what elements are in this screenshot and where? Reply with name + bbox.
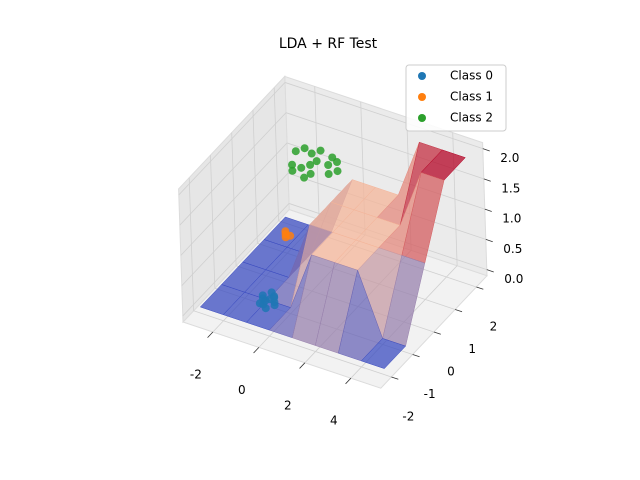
z-tick-label: 1.5 [501, 181, 520, 195]
x-tick-label: 2 [284, 398, 292, 412]
data-point [288, 160, 297, 169]
grid-line [179, 112, 287, 226]
y-tick [476, 286, 484, 290]
data-point [324, 170, 333, 179]
legend-label: Class 0 [450, 69, 493, 83]
data-point [261, 296, 270, 305]
z-tick-label: 1.0 [502, 212, 521, 226]
x-tick [299, 362, 306, 369]
y-tick [412, 354, 420, 358]
x-tick-label: 0 [238, 383, 246, 397]
data-point [333, 158, 341, 167]
z-tick [485, 239, 493, 243]
z-tick-label: 0.0 [504, 272, 523, 286]
chart-title: LDA + RF Test [279, 36, 378, 52]
data-point [333, 167, 342, 176]
data-point [270, 301, 279, 310]
grid-line [180, 142, 288, 256]
z-tick-label: 0.5 [503, 242, 522, 256]
legend: Class 0 Class 1 Class 2 [405, 64, 507, 132]
grid-line [178, 82, 286, 196]
grid-line [181, 172, 289, 286]
legend-box [405, 64, 507, 132]
y-tick-label: 2 [490, 319, 498, 333]
y-tick-label: -1 [424, 387, 436, 401]
legend-marker [418, 72, 426, 80]
surface-patch [360, 338, 407, 369]
data-point [286, 231, 295, 240]
data-point [306, 160, 315, 169]
data-point [316, 146, 325, 155]
data-point [291, 147, 300, 156]
data-point [300, 173, 309, 182]
z-tick [486, 269, 494, 273]
data-point [306, 169, 315, 178]
z-tick-label: 2.0 [500, 151, 519, 165]
x-tick [207, 331, 214, 338]
y-tick [455, 309, 463, 313]
y-tick-label: 0 [447, 364, 455, 378]
y-tick [433, 331, 441, 335]
data-point [300, 144, 309, 153]
legend-marker [418, 114, 426, 122]
y-tick-label: 1 [468, 342, 476, 356]
legend-label: Class 1 [450, 90, 493, 104]
grid-line [284, 82, 483, 150]
data-point [270, 293, 279, 302]
y-tick [391, 376, 399, 380]
data-point [324, 160, 333, 169]
x-tick-label: -2 [190, 368, 202, 382]
grid-line [193, 310, 392, 378]
x-tick-label: 4 [330, 414, 338, 428]
grid-line [182, 203, 290, 317]
data-point [312, 157, 321, 166]
legend-marker [418, 93, 426, 101]
z-tick [482, 148, 490, 152]
data-point [288, 166, 297, 175]
x-tick [253, 347, 260, 354]
data-point [297, 163, 306, 172]
z-tick [484, 208, 492, 212]
data-point [261, 304, 270, 313]
z-tick [483, 178, 491, 182]
legend-label: Class 2 [450, 111, 493, 125]
y-tick-label: -2 [402, 409, 414, 423]
x-tick [345, 377, 352, 385]
data-point [307, 149, 316, 158]
